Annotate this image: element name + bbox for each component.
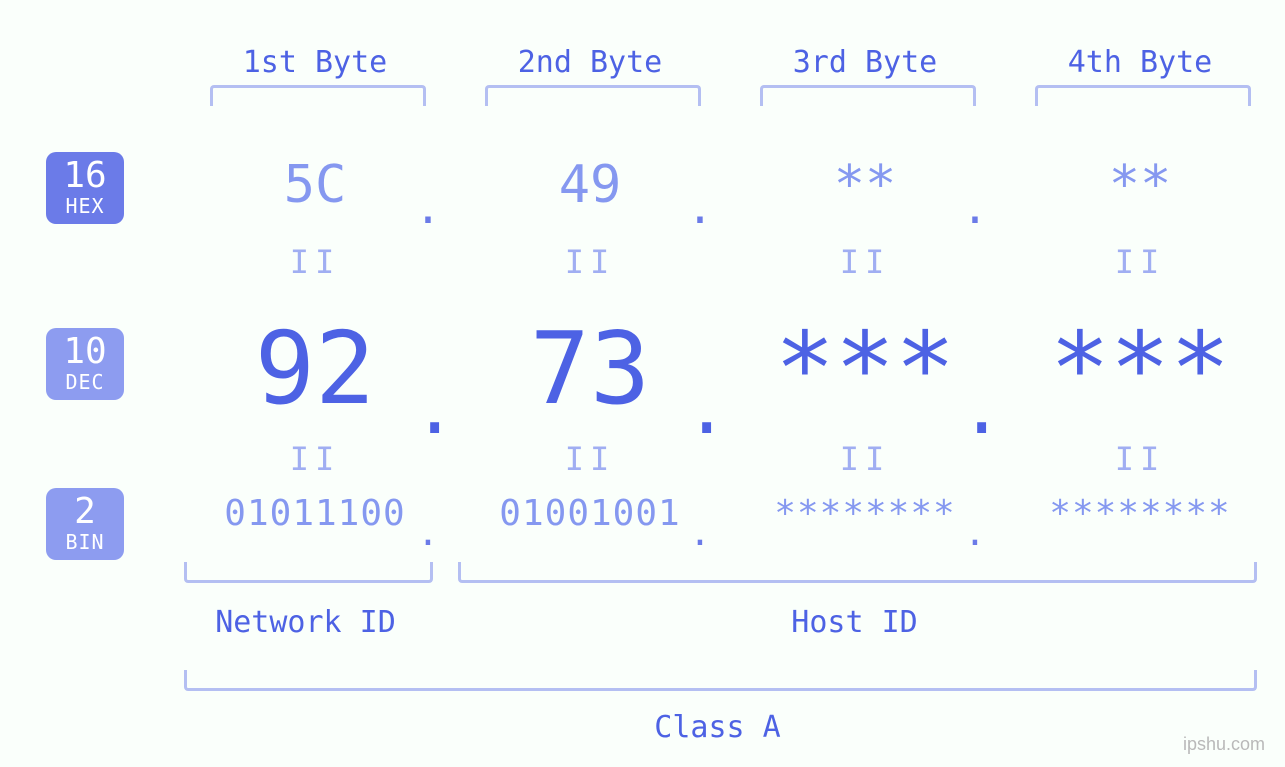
base-name-dec: DEC [46,372,124,392]
dec-dot-1: . [413,366,443,450]
byte-bracket-4 [1035,85,1251,106]
byte-bracket-3 [760,85,976,106]
dec-byte-4: *** [1005,310,1275,427]
eq-7: II [730,440,1000,478]
eq-3: II [730,243,1000,281]
network-id-bracket [184,562,433,583]
bin-byte-1: 01011100 [180,493,450,534]
byte-header-4: 4th Byte [1005,45,1275,80]
base-badge-bin: 2 BIN [46,488,124,560]
host-id-label: Host ID [458,605,1251,640]
hex-byte-1: 5C [180,155,450,215]
byte-bracket-1 [210,85,426,106]
hex-byte-4: ** [1005,155,1275,215]
eq-6: II [455,440,725,478]
eq-8: II [1005,440,1275,478]
dec-byte-1: 92 [180,310,450,427]
byte-header-1: 1st Byte [180,45,450,80]
network-id-label: Network ID [184,605,427,640]
base-badge-hex: 16 HEX [46,152,124,224]
eq-5: II [180,440,450,478]
dec-dot-3: . [960,366,990,450]
byte-header-3: 3rd Byte [730,45,1000,80]
base-num-hex: 16 [46,158,124,194]
byte-header-2: 2nd Byte [455,45,725,80]
base-name-hex: HEX [46,196,124,216]
bin-dot-3: . [960,513,990,554]
base-name-bin: BIN [46,532,124,552]
eq-4: II [1005,243,1275,281]
class-bracket [184,670,1257,691]
hex-dot-3: . [960,183,990,234]
bin-byte-4: ******** [1005,493,1275,534]
bin-dot-1: . [413,513,443,554]
hex-dot-1: . [413,183,443,234]
bin-dot-2: . [685,513,715,554]
base-num-dec: 10 [46,334,124,370]
eq-2: II [455,243,725,281]
dec-dot-2: . [685,366,715,450]
hex-dot-2: . [685,183,715,234]
eq-1: II [180,243,450,281]
byte-bracket-2 [485,85,701,106]
class-label: Class A [184,710,1251,745]
base-num-bin: 2 [46,494,124,530]
base-badge-dec: 10 DEC [46,328,124,400]
watermark: ipshu.com [1183,734,1265,755]
host-id-bracket [458,562,1257,583]
